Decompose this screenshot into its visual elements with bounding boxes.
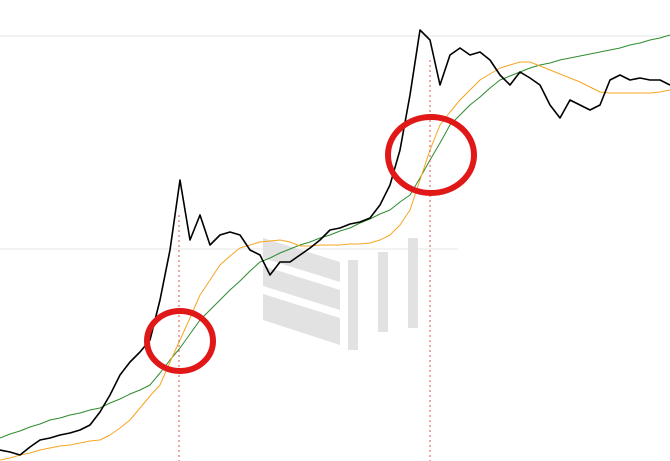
highlight-circle [144, 308, 216, 374]
series-line [0, 34, 670, 439]
watermark [263, 238, 418, 350]
plot-area [0, 29, 670, 461]
highlight-circle [385, 114, 477, 196]
series-line [0, 61, 670, 461]
series-line [0, 29, 670, 456]
crossover-markers [178, 60, 431, 461]
